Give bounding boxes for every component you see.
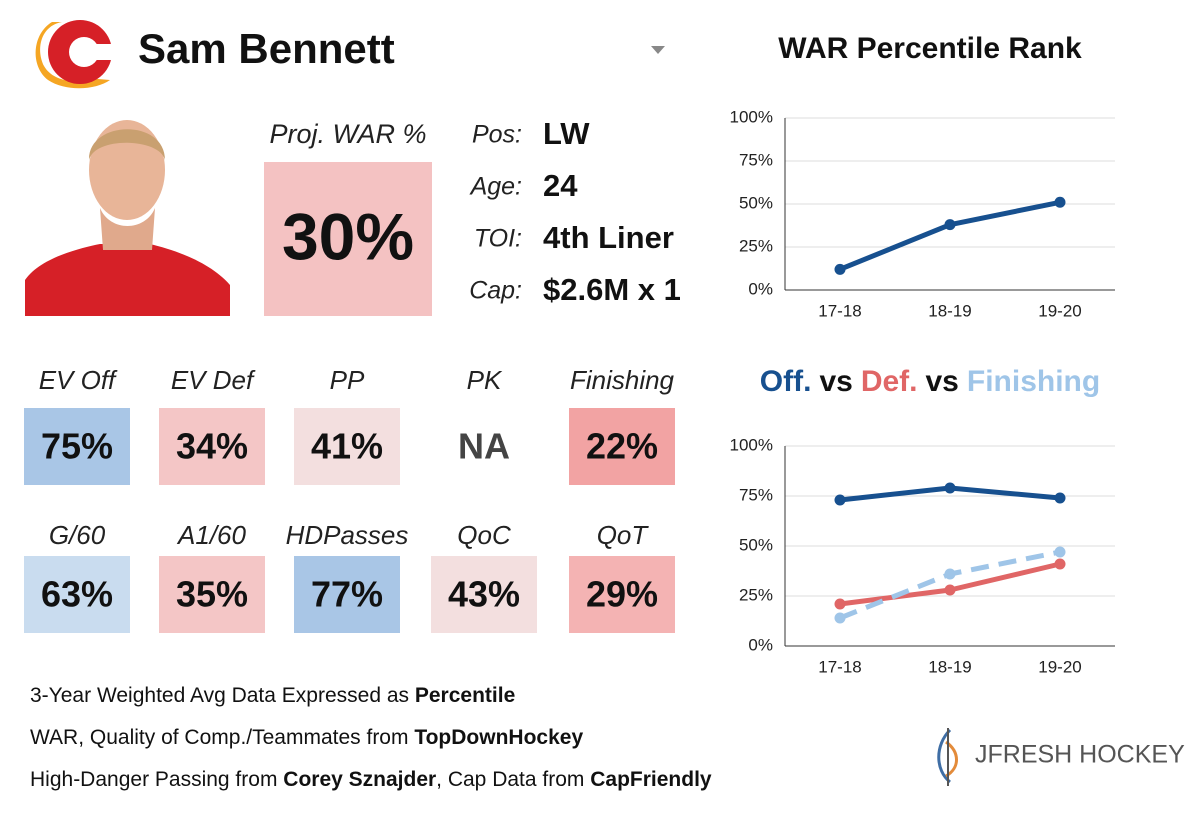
tile-label: PK	[467, 365, 503, 395]
tile-value: 29%	[586, 574, 658, 615]
chart-title: WAR Percentile Rank	[778, 32, 1082, 65]
y-tick-label: 25%	[739, 585, 773, 604]
point	[944, 568, 956, 580]
proj-war-label: Proj. WAR %	[269, 119, 426, 149]
tile-box	[24, 556, 130, 633]
team-logo	[35, 20, 120, 89]
x-tick-label: 17-18	[818, 657, 861, 676]
tile-label: QoT	[597, 520, 650, 550]
brand-name: JFRESH HOCKEY	[975, 741, 1185, 769]
player-photo	[25, 110, 230, 316]
tile-box	[159, 408, 265, 485]
x-tick-label: 19-20	[1038, 657, 1081, 676]
x-tick-label: 17-18	[818, 301, 861, 320]
y-tick-label: 75%	[739, 485, 773, 504]
tile-value: 77%	[311, 574, 383, 615]
tile-label: PP	[330, 365, 365, 395]
chart-title: Off. vs Def. vs Finishing	[760, 365, 1100, 398]
y-tick-label: 75%	[739, 150, 773, 169]
tile-label: A1/60	[176, 520, 246, 550]
title-connector: vs	[926, 365, 959, 398]
chart: Off. vs Def. vs Finishing0%25%50%75%100%17-1…	[730, 365, 1115, 676]
y-tick-label: 0%	[748, 635, 773, 654]
proj-war-box	[264, 162, 432, 316]
y-tick-label: 50%	[739, 535, 773, 554]
tile-value: 63%	[41, 574, 113, 615]
tile-label: HDPasses	[286, 520, 409, 550]
legend-entry: Off.	[760, 365, 812, 398]
proj-war-value: 30%	[282, 199, 414, 273]
tile-value: NA	[458, 426, 510, 467]
footer-text: CapFriendly	[590, 768, 712, 791]
series-line	[839, 199, 1061, 272]
info-label: Cap:	[469, 277, 522, 305]
point	[1054, 558, 1066, 570]
tile-label: G/60	[49, 520, 106, 550]
point	[834, 494, 846, 506]
footer-text: High-Danger Passing from	[30, 768, 284, 791]
y-tick-label: 50%	[739, 193, 773, 212]
point	[944, 482, 956, 494]
tile-value: 75%	[41, 426, 113, 467]
tile-label: EV Off	[39, 365, 118, 395]
tile-box	[159, 556, 265, 633]
info-label: Age:	[469, 173, 522, 201]
footer-line: High-Danger Passing from Corey Sznajder,…	[30, 768, 712, 792]
chart: WAR Percentile Rank 0% 25% 50% 75% 100% 17-18 1…	[730, 32, 1115, 320]
point	[834, 263, 846, 275]
x-tick-label: 18-19	[928, 301, 971, 320]
footer-text: Corey Sznajder	[283, 768, 437, 791]
y-tick-label: 100%	[730, 435, 773, 454]
tile-box	[569, 556, 675, 633]
info-value: 4th Liner	[543, 220, 674, 255]
info-value: LW	[543, 116, 590, 151]
x-tick-label: 18-19	[928, 657, 971, 676]
point	[1054, 196, 1066, 208]
tile-value: 22%	[586, 426, 658, 467]
footer-text: , Cap Data from	[436, 768, 591, 791]
footer-line: 3-Year Weighted Avg Data Expressed as Pe…	[30, 684, 515, 708]
info-value: $2.6M x 1	[543, 272, 681, 307]
tile-box	[431, 556, 537, 633]
footer-text: 3-Year Weighted Avg Data Expressed as	[30, 684, 415, 707]
dropdown-arrow[interactable]	[651, 46, 665, 54]
tile-label: Finishing	[570, 365, 675, 395]
legend-entry: Def.	[861, 365, 918, 398]
point	[944, 219, 956, 231]
point	[944, 584, 956, 596]
brand-icon	[937, 728, 958, 786]
tile-box	[24, 408, 130, 485]
point	[834, 612, 846, 624]
tile-label: EV Def	[171, 365, 256, 395]
tile-value: 41%	[311, 426, 383, 467]
point	[834, 598, 846, 610]
point	[1054, 546, 1066, 558]
x-tick-label: 19-20	[1038, 301, 1081, 320]
tile-value: 43%	[448, 574, 520, 615]
legend-entry: Finishing	[967, 365, 1100, 398]
footer-line: WAR, Quality of Comp./Teammates from Top…	[30, 726, 583, 750]
info-value: 24	[543, 168, 578, 203]
tile-box	[294, 408, 400, 485]
y-tick-label: 100%	[730, 107, 773, 126]
footer-text: TopDownHockey	[414, 726, 584, 749]
tile-value: 35%	[176, 574, 248, 615]
y-tick-label: 0%	[748, 279, 773, 298]
tile-box	[294, 556, 400, 633]
point	[1054, 492, 1066, 504]
tile-value: 34%	[176, 426, 248, 467]
info-label: TOI:	[474, 225, 522, 253]
info-label: Pos:	[472, 121, 522, 149]
player-name: Sam Bennett	[138, 25, 395, 72]
footer-text: WAR, Quality of Comp./Teammates from	[30, 726, 415, 749]
y-tick-label: 25%	[739, 236, 773, 255]
footer-text: Percentile	[414, 684, 516, 707]
tile-label: QoC	[457, 520, 511, 550]
tile-box	[569, 408, 675, 485]
title-connector: vs	[819, 365, 852, 398]
